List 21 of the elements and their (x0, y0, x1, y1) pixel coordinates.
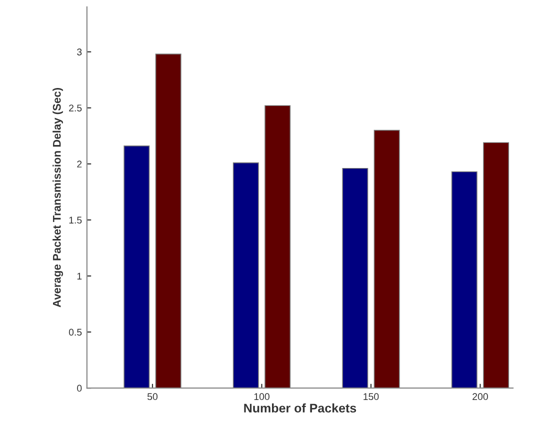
x-tick-label: 100 (254, 393, 270, 400)
x-tick-label: 150 (364, 393, 379, 400)
bar (483, 142, 510, 388)
y-axis-title: Average Packet Transmission Delay (Sec) (52, 88, 64, 308)
y-tick-label: 0.5 (68, 328, 82, 336)
bar (374, 130, 400, 388)
y-tick-label: 2 (77, 160, 82, 168)
bar (124, 146, 150, 388)
y-tick-label: 3 (77, 48, 82, 56)
bar (264, 105, 291, 388)
x-axis-title: Number of Packets (244, 403, 356, 413)
y-tick-label: 1.5 (69, 216, 82, 224)
bar (342, 168, 368, 388)
y-tick-label: 0 (77, 384, 82, 392)
y-tick-label: 2.5 (69, 104, 82, 112)
y-tick-label: 1 (77, 272, 82, 280)
bar (232, 162, 259, 388)
x-tick-label: 50 (147, 393, 158, 400)
bar (155, 54, 182, 388)
bar (451, 171, 478, 388)
x-tick-label: 200 (472, 393, 488, 400)
